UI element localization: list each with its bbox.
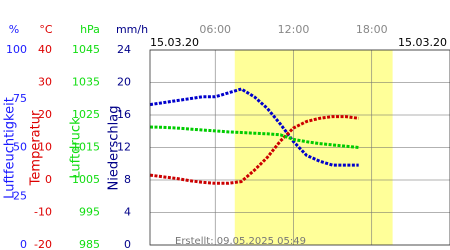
date-right: 15.03.20 (398, 36, 447, 49)
y-tick-label: 40 (38, 43, 52, 56)
axis-unit: mm/h (116, 23, 148, 36)
y-tick-label: 24 (117, 43, 131, 56)
y-tick-label: 20 (38, 108, 52, 121)
y-tick-label: 10 (38, 141, 52, 154)
axis-title: Luftdruck (69, 117, 84, 179)
y-tick-label: 100 (6, 43, 27, 56)
axis-title: Luftfeuchtigkeit (3, 97, 18, 199)
axis-title: Temperatur (29, 110, 44, 186)
y-tick-label: 75 (13, 92, 27, 105)
axis-unit: °C (39, 23, 53, 36)
y-tick-label: 985 (79, 238, 100, 250)
y-tick-label: 4 (124, 206, 131, 219)
y-tick-label: 0 (45, 173, 52, 186)
y-tick-label: 0 (20, 238, 27, 250)
plot-border (149, 49, 450, 246)
footer: Erstellt: 09.05.2025 05:49 (175, 236, 306, 247)
y-tick-label: 1005 (72, 173, 100, 186)
y-tick-label: 0 (124, 238, 131, 250)
date-left: 15.03.20 (150, 36, 199, 49)
axis-unit: hPa (80, 23, 100, 36)
x-tick-label: 06:00 (199, 23, 231, 36)
axis-unit: % (9, 23, 19, 36)
y-tick-label: 30 (38, 76, 52, 89)
y-tick-label: 995 (79, 206, 100, 219)
y-tick-label: 50 (13, 141, 27, 154)
x-tick-label: 12:00 (278, 23, 310, 36)
y-tick-label: -20 (34, 238, 52, 250)
y-tick-label: 25 (13, 189, 27, 202)
y-tick-label: 1045 (72, 43, 100, 56)
axis-title: Niederschlag (107, 106, 122, 191)
y-tick-label: 1035 (72, 76, 100, 89)
y-tick-label: -10 (34, 206, 52, 219)
y-tick-label: 8 (124, 173, 131, 186)
y-tick-label: 1015 (72, 141, 100, 154)
y-tick-label: 16 (117, 108, 131, 121)
y-tick-label: 12 (117, 141, 131, 154)
x-tick-label: 18:00 (356, 23, 388, 36)
y-tick-label: 20 (117, 76, 131, 89)
y-tick-label: 1025 (72, 108, 100, 121)
